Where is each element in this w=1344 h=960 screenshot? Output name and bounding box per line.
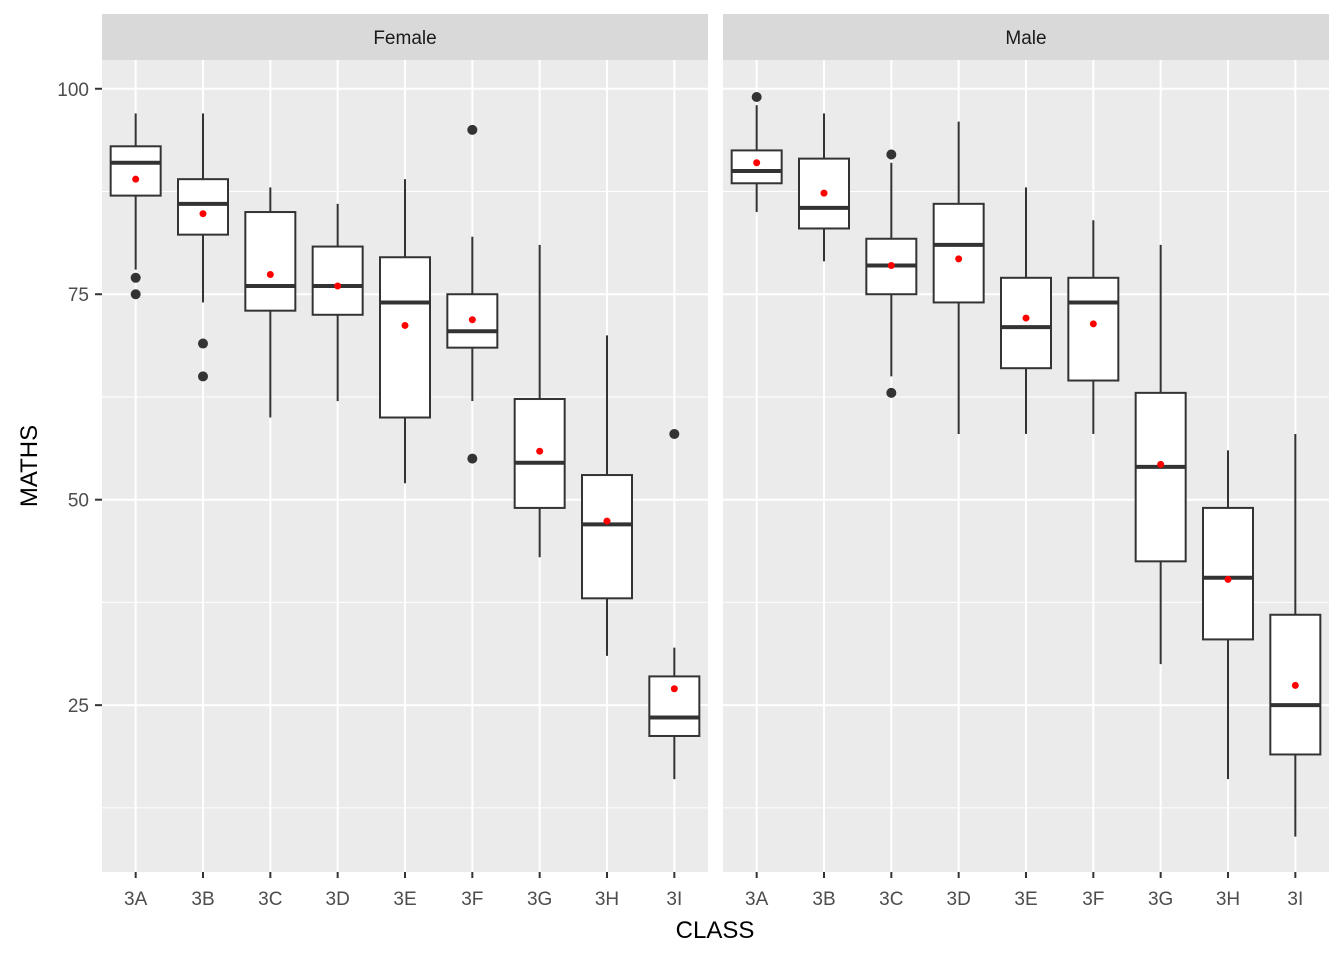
iqr-box: [1202, 506, 1254, 641]
mean-point: [955, 255, 963, 263]
outlier-point: [886, 149, 897, 160]
facet-panels: Female 3A 3B 3C 3D 3E 3F 3G 3H 3I Male 3A 3B 3C 3D 3E 3F…: [102, 14, 1329, 910]
box-male-3F: [1067, 220, 1120, 434]
facet-strip-label: Female: [373, 28, 436, 49]
box-female-3A: [109, 113, 162, 300]
x-tick-label: 3B: [812, 889, 835, 910]
mean-point: [468, 316, 476, 324]
outlier-point: [198, 371, 208, 382]
mean-point: [1089, 320, 1097, 328]
box-male-3B: [798, 113, 850, 262]
box-female-3E: [379, 179, 431, 484]
outlier-point: [198, 338, 208, 349]
outlier-point: [669, 428, 680, 439]
box-male-3I: [1269, 433, 1322, 837]
x-tick-label: 3H: [595, 889, 619, 910]
x-tick-label: 3F: [1082, 889, 1104, 910]
box-male-3H: [1202, 450, 1254, 780]
mean-point: [1291, 681, 1299, 689]
iqr-box: [109, 145, 162, 197]
mean-point: [603, 517, 611, 525]
mean-point: [334, 282, 342, 290]
mean-point: [401, 321, 409, 329]
y-axis: 25 50 75 100: [57, 80, 102, 717]
iqr-box: [932, 202, 985, 304]
outlier-point: [751, 91, 762, 102]
outlier-point: [130, 289, 141, 300]
mean-point: [1157, 460, 1165, 468]
iqr-box: [311, 245, 364, 316]
box-female-3F: [446, 124, 499, 464]
y-tick-label: 25: [68, 696, 89, 717]
outlier-point: [130, 272, 141, 283]
box-female-3B: [177, 113, 229, 382]
x-tick-label: 3I: [1287, 889, 1303, 910]
mean-point: [887, 261, 895, 269]
iqr-box: [1000, 276, 1052, 370]
mean-point: [536, 447, 544, 455]
x-tick-label: 3I: [666, 889, 682, 910]
facet-panel-female: Female 3A 3B 3C 3D 3E 3F 3G 3H 3I: [102, 14, 708, 910]
mean-point: [1224, 575, 1232, 583]
x-tick-label: 3B: [191, 889, 214, 910]
y-tick-label: 100: [57, 80, 89, 101]
x-tick-label: 3E: [1014, 889, 1037, 910]
outlier-point: [886, 387, 897, 398]
mean-point: [266, 271, 274, 279]
box-female-3G: [513, 244, 566, 558]
mean-point: [1022, 314, 1030, 322]
facet-panel-male: Male 3A 3B 3C 3D 3E 3F 3G 3H 3I: [723, 14, 1329, 910]
facet-strip-label: Male: [1005, 28, 1046, 49]
box-female-3C: [244, 187, 297, 418]
x-tick-label: 3E: [393, 889, 416, 910]
x-tick-label: 3G: [1148, 889, 1173, 910]
box-male-3A: [730, 91, 783, 213]
y-axis-title: MATHS: [16, 425, 43, 507]
box-female-3H: [581, 335, 633, 656]
outlier-point: [467, 124, 478, 135]
box-male-3D: [932, 121, 985, 434]
y-tick-label: 50: [68, 491, 89, 512]
x-axis-title: CLASS: [676, 917, 755, 944]
mean-point: [199, 210, 207, 218]
x-tick-label: 3D: [947, 889, 971, 910]
x-tick-label: 3G: [527, 889, 552, 910]
box-male-3C: [865, 149, 918, 398]
box-female-3I: [648, 428, 701, 780]
iqr-box: [1134, 391, 1187, 563]
box-male-3E: [1000, 187, 1052, 434]
x-tick-label: 3A: [124, 889, 148, 910]
y-tick-label: 75: [68, 285, 89, 306]
iqr-box: [1067, 276, 1120, 382]
x-tick-label: 3F: [461, 889, 483, 910]
x-tick-label: 3C: [258, 889, 282, 910]
iqr-box: [730, 149, 783, 185]
iqr-box: [581, 474, 633, 600]
mean-point: [753, 159, 761, 167]
x-tick-label: 3H: [1216, 889, 1240, 910]
box-female-3D: [311, 203, 364, 402]
mean-point: [670, 685, 678, 693]
iqr-box: [177, 178, 229, 236]
facet-strip: [723, 14, 1329, 60]
facet-strip: [102, 14, 708, 60]
x-tick-label: 3D: [326, 889, 350, 910]
x-tick-label: 3A: [745, 889, 769, 910]
iqr-box: [244, 211, 297, 312]
iqr-box: [379, 256, 431, 419]
outlier-point: [467, 453, 478, 464]
mean-point: [820, 189, 828, 197]
mean-point: [132, 175, 140, 183]
box-male-3G: [1134, 244, 1187, 665]
x-tick-label: 3C: [879, 889, 903, 910]
